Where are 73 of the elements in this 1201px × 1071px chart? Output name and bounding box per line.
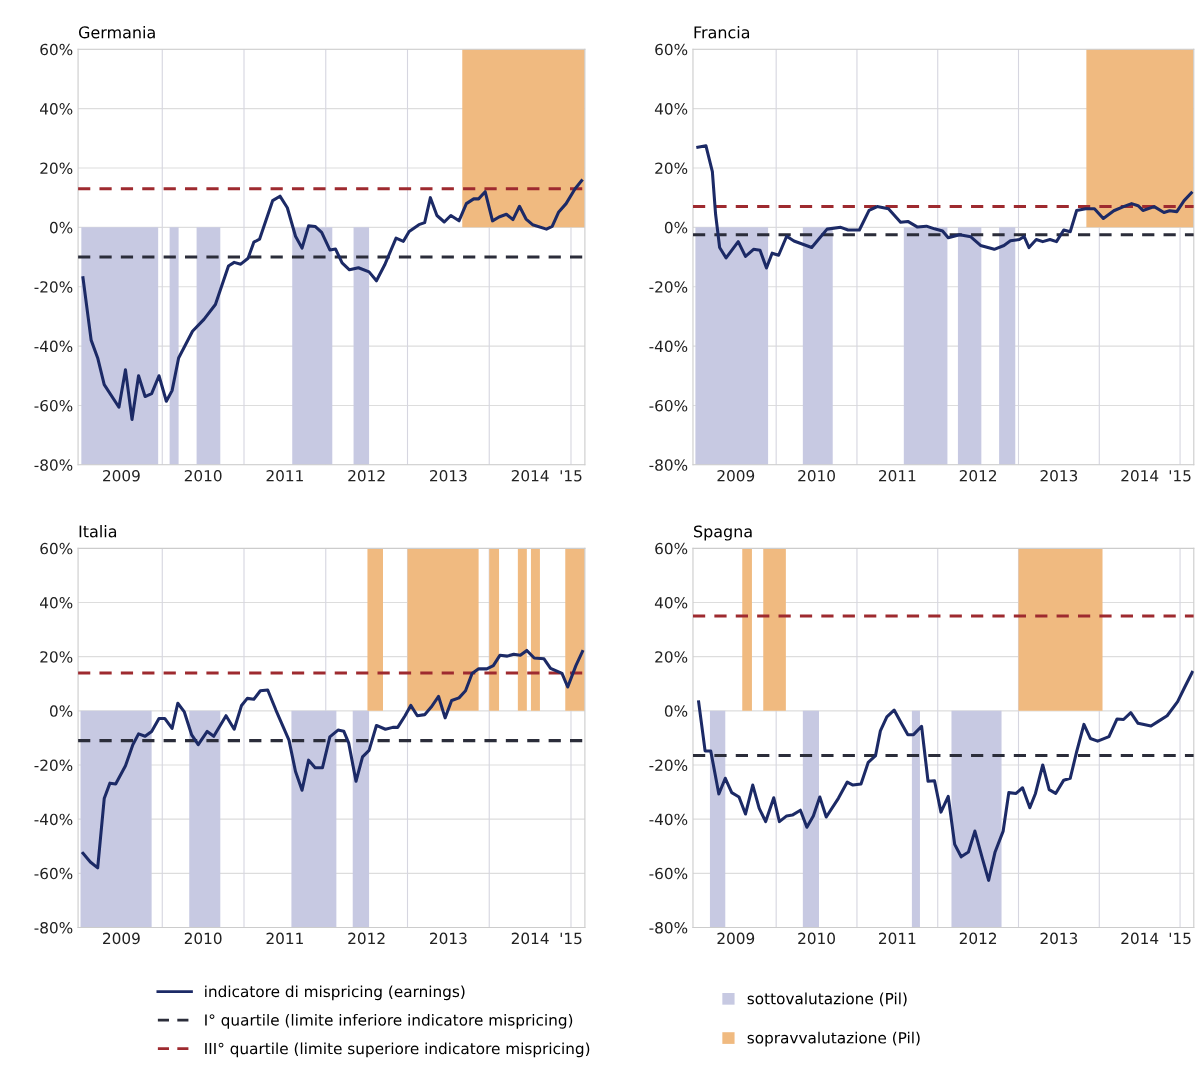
x-tick-label: '15 [560,470,582,482]
x-tick-label: 2009 [717,932,755,945]
chart-title: Italia [79,525,117,538]
legend-label: sopravvalutazione (Pil) [747,1031,920,1047]
x-tick-label: 2014 [511,469,549,482]
x-tick-label: 2013 [1040,469,1078,482]
y-tick-label: -20% [34,759,73,772]
legend-label: III° quartile (limite superiore indicatore mispricing) [205,1042,590,1058]
chart-title: Francia [694,26,750,39]
x-tick-label: 2011 [266,932,303,945]
y-tick-label: 0% [664,705,688,717]
y-tick-label: 0% [664,221,688,234]
x-tick-label: 2010 [798,932,835,945]
x-tick-label: '15 [560,932,582,945]
y-tick-label: -40% [649,340,688,353]
x-tick-label: 2010 [184,932,222,945]
y-tick-label: 40% [654,596,688,609]
x-tick-label: 2009 [103,932,140,945]
y-tick-label: 0% [49,221,73,234]
x-tick-label: 2013 [1040,932,1078,945]
x-tick-label: 2009 [103,469,140,482]
y-tick-label: -80% [649,921,688,934]
y-tick-label: -60% [649,867,688,880]
x-tick-label: 2009 [717,469,755,482]
x-tick-label: 2010 [184,469,222,482]
y-tick-label: 20% [655,651,688,663]
y-tick-label: 40% [39,103,73,115]
y-tick-label: -60% [34,399,73,412]
y-tick-label: 40% [654,103,688,115]
y-tick-label: -20% [649,759,688,772]
x-tick-label: 2010 [798,469,835,482]
legend-label: I° quartile (limite inferiore indicatore mispricing) [205,1013,573,1029]
x-tick-label: 2012 [348,932,385,945]
y-tick-label: 40% [39,596,73,609]
line-series [696,144,1193,270]
y-tick-label: 0% [49,705,73,717]
y-tick-label: 20% [655,162,688,175]
x-tick-label: 2014 [511,932,549,945]
y-tick-label: 60% [655,43,688,56]
x-tick-label: '15 [1169,932,1191,945]
chart-title: Spagna [694,525,752,541]
y-tick-label: 60% [40,542,73,555]
x-tick-label: 2011 [879,932,916,945]
y-tick-label: -80% [649,459,688,471]
x-tick-label: 2012 [959,469,997,482]
x-tick-label: 2013 [430,932,467,945]
x-tick-label: '15 [1169,470,1191,482]
line-series [81,179,584,421]
y-tick-label: -20% [34,281,73,293]
y-tick-label: -60% [649,399,688,412]
y-tick-label: 60% [655,542,688,555]
chart-title: Germania [78,26,155,39]
x-tick-label: 2011 [879,469,916,482]
y-tick-label: 20% [40,651,73,663]
line-series [81,648,584,870]
legend-label: sottovalutazione (Pil) [747,992,907,1007]
y-tick-label: 20% [40,162,73,175]
y-tick-label: -40% [34,340,73,353]
y-tick-label: -40% [649,813,688,826]
y-tick-label: -80% [34,921,73,934]
y-tick-label: -60% [34,867,73,880]
x-tick-label: 2012 [959,932,997,945]
x-tick-label: 2014 [1121,932,1159,945]
y-tick-label: -20% [649,281,688,293]
line-series [697,670,1194,882]
x-tick-label: 2014 [1121,469,1159,482]
y-tick-label: -40% [34,813,73,826]
y-tick-label: 60% [40,43,73,56]
legend-label: indicatore di mispricing (earnings) [205,985,465,1001]
y-tick-label: -80% [34,459,73,471]
x-tick-label: 2011 [266,469,303,482]
x-tick-label: 2013 [430,469,467,482]
x-tick-label: 2012 [348,469,385,482]
